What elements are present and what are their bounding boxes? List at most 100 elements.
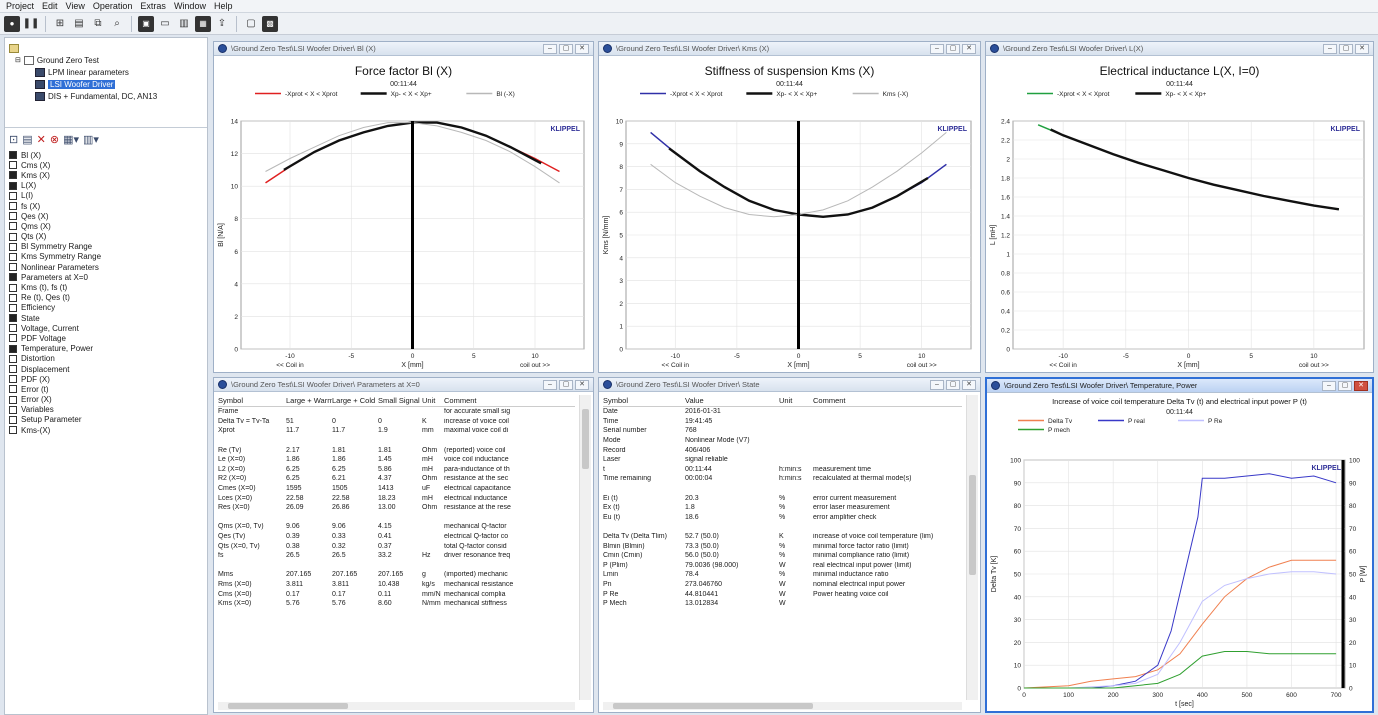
parameter-item[interactable]: Qes (X) (9, 211, 205, 221)
parameter-checkbox[interactable] (9, 375, 17, 384)
scroll-thumb[interactable] (613, 703, 813, 709)
open-icon[interactable]: ▤ (22, 133, 33, 146)
window-icon[interactable]: ▢ (246, 18, 256, 29)
menu-extras[interactable]: Extras (140, 1, 166, 11)
close-button[interactable]: ✕ (962, 44, 976, 54)
parameter-checkbox[interactable] (9, 334, 17, 343)
column-header[interactable]: Large + Warm (286, 396, 332, 405)
scroll-thumb[interactable] (228, 703, 348, 709)
parameter-checkbox[interactable] (9, 181, 17, 190)
scroll-thumb[interactable] (969, 475, 976, 575)
menu-help[interactable]: Help (213, 1, 233, 11)
maximize-button[interactable]: ▢ (559, 44, 573, 54)
parameter-checkbox[interactable] (9, 171, 17, 180)
parameter-checkbox[interactable] (9, 222, 17, 231)
menu-operation[interactable]: Operation (92, 1, 133, 11)
parameter-item[interactable]: Nonlinear Parameters (9, 262, 205, 272)
parameter-item[interactable]: Kms (X) (9, 170, 205, 180)
folder-icon[interactable]: ▭ (160, 18, 170, 29)
parameter-item[interactable]: L(I) (9, 191, 205, 201)
bl-window[interactable]: \Ground Zero Test\LSI Woofer Driver\ Bl … (213, 41, 594, 373)
table-icon[interactable]: ▥▾ (82, 133, 99, 146)
tree-node[interactable]: LPM linear parameters (9, 66, 203, 78)
parameter-checkbox[interactable] (9, 191, 17, 200)
pause-icon[interactable]: ❚❚ (22, 18, 40, 29)
parameter-checkbox[interactable] (9, 354, 17, 363)
open-folder-icon[interactable]: ▤ (74, 18, 84, 29)
parameter-item[interactable]: Efficiency (9, 303, 205, 313)
database-icon[interactable]: ▦ (195, 15, 211, 32)
minimize-button[interactable]: – (543, 44, 557, 54)
parameter-checkbox[interactable] (9, 151, 17, 160)
maximize-button[interactable]: ▢ (559, 380, 573, 390)
parameter-item[interactable]: Voltage, Current (9, 323, 205, 333)
parameter-checkbox[interactable] (9, 293, 17, 302)
close-button[interactable]: ✕ (575, 380, 589, 390)
column-header[interactable]: Symbol (218, 396, 244, 405)
parameter-item[interactable]: fs (X) (9, 201, 205, 211)
params-window[interactable]: \Ground Zero Test\LSI Woofer Driver\ Par… (213, 377, 594, 713)
column-header[interactable]: Large + Cold (332, 396, 376, 405)
parameter-checkbox[interactable] (9, 273, 17, 282)
parameter-checkbox[interactable] (9, 263, 17, 272)
horizontal-scrollbar[interactable] (218, 702, 575, 710)
export-icon[interactable]: ⇪ (217, 18, 227, 29)
column-header[interactable]: Symbol (603, 396, 629, 405)
minimize-button[interactable]: – (1323, 44, 1337, 54)
minimize-button[interactable]: – (930, 44, 944, 54)
parameter-item[interactable]: Kms Symmetry Range (9, 252, 205, 262)
tree-node[interactable]: LSI Woofer Driver (9, 78, 203, 90)
parameter-item[interactable]: Re (t), Qes (t) (9, 293, 205, 303)
scroll-thumb[interactable] (582, 409, 589, 469)
parameter-item[interactable]: Qms (X) (9, 221, 205, 231)
expand-icon[interactable]: ⊟ (15, 57, 21, 64)
minimize-button[interactable]: – (930, 380, 944, 390)
lx-window[interactable]: \Ground Zero Test\LSI Woofer Driver\ L(X… (985, 41, 1374, 373)
minimize-button[interactable]: – (1322, 381, 1336, 391)
record-icon[interactable]: ● (4, 15, 20, 32)
parameter-item[interactable]: Error (X) (9, 395, 205, 405)
menu-project[interactable]: Project (6, 1, 35, 11)
state-window[interactable]: \Ground Zero Test\LSI Woofer Driver\ Sta… (598, 377, 981, 713)
close-button[interactable]: ✕ (1354, 381, 1368, 391)
parameter-item[interactable]: Bl Symmetry Range (9, 242, 205, 252)
parameter-item[interactable]: Setup Parameter (9, 415, 205, 425)
window-titlebar[interactable]: \Ground Zero Test\LSI Woofer Driver\ Par… (214, 378, 593, 392)
kms-window[interactable]: \Ground Zero Test\LSI Woofer Driver\ Kms… (598, 41, 981, 373)
window-titlebar[interactable]: \Ground Zero Test\LSI Woofer Driver\ L(X… (986, 42, 1373, 56)
menu-view[interactable]: View (65, 1, 85, 11)
stop-icon[interactable]: ⊗ (49, 133, 60, 146)
tree-root[interactable] (9, 42, 203, 54)
maximize-button[interactable]: ▢ (1339, 44, 1353, 54)
parameter-checkbox[interactable] (9, 365, 17, 374)
close-button[interactable]: ✕ (575, 44, 589, 54)
minimize-button[interactable]: – (543, 380, 557, 390)
parameter-item[interactable]: Error (t) (9, 384, 205, 394)
column-header[interactable]: Comment (813, 396, 846, 405)
chart-icon[interactable]: ▥ (179, 18, 189, 29)
parameter-item[interactable]: Parameters at X=0 (9, 272, 205, 282)
new-window-icon[interactable]: ⊡ (9, 133, 19, 146)
window-titlebar[interactable]: \Ground Zero Test\LSI Woofer Driver\ Sta… (599, 378, 980, 392)
column-header[interactable]: Unit (422, 396, 436, 405)
parameter-item[interactable]: Kms (t), fs (t) (9, 282, 205, 292)
tree-node[interactable]: ⊟ Ground Zero Test (9, 54, 203, 66)
parameter-checkbox[interactable] (9, 283, 17, 292)
parameter-checkbox[interactable] (9, 252, 17, 261)
temperature-window[interactable]: \Ground Zero Test\LSI Woofer Driver\ Tem… (985, 377, 1374, 713)
column-header[interactable]: Unit (779, 396, 793, 405)
parameter-checkbox[interactable] (9, 405, 17, 414)
parameter-checkbox[interactable] (9, 415, 17, 424)
parameter-item[interactable]: PDF Voltage (9, 333, 205, 343)
parameter-checkbox[interactable] (9, 242, 17, 251)
copy-icon[interactable]: ⧉ (94, 18, 102, 29)
parameter-checkbox[interactable] (9, 314, 17, 323)
parameter-item[interactable]: Temperature, Power (9, 344, 205, 354)
horizontal-scrollbar[interactable] (603, 702, 962, 710)
menu-edit[interactable]: Edit (42, 1, 58, 11)
save-icon[interactable]: ▣ (138, 15, 154, 32)
window-titlebar[interactable]: \Ground Zero Test\LSI Woofer Driver\ Bl … (214, 42, 593, 56)
parameter-checkbox[interactable] (9, 202, 17, 211)
parameter-checkbox[interactable] (9, 324, 17, 333)
open-project-icon[interactable]: ⊞ (55, 18, 65, 29)
